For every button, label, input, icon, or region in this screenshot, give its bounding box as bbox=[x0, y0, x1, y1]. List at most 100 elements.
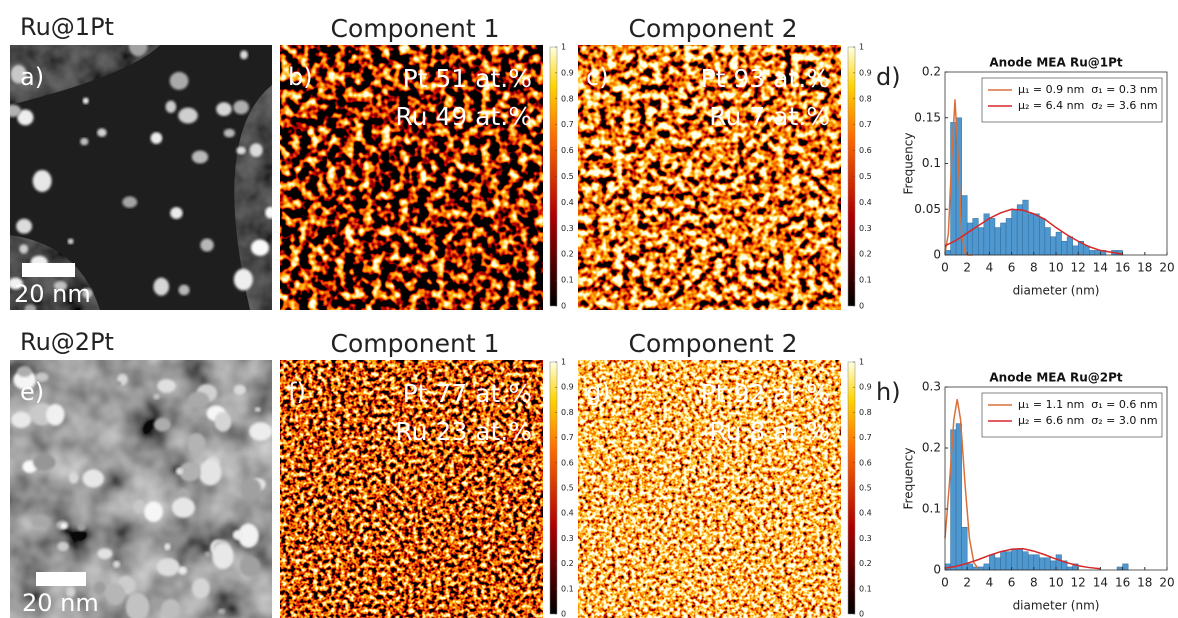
scale-bar bbox=[36, 572, 86, 586]
x-tick-label: 8 bbox=[1030, 261, 1038, 275]
panel-label: a) bbox=[20, 63, 44, 91]
histogram-bar bbox=[1022, 551, 1029, 571]
nanoparticle bbox=[254, 407, 261, 412]
colorbar-tick-label: 0.7 bbox=[561, 120, 574, 129]
nanoparticle bbox=[97, 548, 113, 560]
nanoparticle bbox=[68, 471, 79, 484]
histogram-bar bbox=[978, 227, 985, 256]
nanoparticle bbox=[198, 459, 222, 486]
x-tick-label: 18 bbox=[1137, 261, 1152, 275]
colorbar-tick-label: 0 bbox=[859, 610, 864, 618]
nanoparticle bbox=[113, 560, 121, 568]
histogram-bar bbox=[1000, 222, 1007, 256]
histogram-bar bbox=[989, 218, 996, 256]
nanoparticle bbox=[144, 501, 163, 523]
composition-text: Pt 51 at.% bbox=[403, 64, 532, 93]
nanoparticle bbox=[214, 411, 232, 432]
x-tick-label: 4 bbox=[986, 261, 994, 275]
colorbar-tick-label: 0.9 bbox=[561, 68, 574, 77]
nanoparticle bbox=[10, 64, 27, 84]
colorbar-tick-label: 1 bbox=[561, 358, 566, 367]
x-tick-label: 14 bbox=[1093, 576, 1108, 590]
nanoparticle bbox=[161, 598, 181, 618]
colorbar-tick-label: 0.4 bbox=[561, 198, 574, 207]
nanoparticle bbox=[82, 469, 105, 488]
colorbar-tick-label: 0.6 bbox=[859, 146, 872, 155]
colorbar-tick-label: 0.5 bbox=[561, 484, 574, 493]
nanoparticle bbox=[82, 97, 89, 104]
colorbar-tick-label: 0.5 bbox=[561, 172, 574, 181]
nanoparticle bbox=[19, 244, 29, 254]
nanoparticle bbox=[115, 381, 122, 387]
nanoparticle bbox=[239, 556, 261, 577]
histogram-bar bbox=[1033, 213, 1040, 256]
colorbar-tick-label: 0.9 bbox=[859, 68, 872, 77]
colorbar-tick-label: 0.5 bbox=[859, 172, 872, 181]
x-tick-label: 16 bbox=[1115, 261, 1130, 275]
histogram-bar bbox=[1033, 554, 1040, 571]
x-tick-label: 18 bbox=[1137, 576, 1152, 590]
colorbar-tick-label: 0.2 bbox=[561, 250, 574, 259]
panel-label: c) bbox=[586, 63, 609, 91]
colorbar-tick-label: 0.2 bbox=[859, 250, 872, 259]
y-axis-label: Frequency bbox=[902, 448, 916, 510]
histogram-bar bbox=[983, 563, 990, 571]
fit-curve bbox=[944, 399, 979, 570]
colorbar-tick-label: 1 bbox=[561, 43, 566, 52]
histogram-bar bbox=[1055, 554, 1062, 571]
histogram-bar bbox=[1066, 566, 1073, 571]
histogram-bar bbox=[1028, 554, 1035, 571]
x-axis-label: diameter (nm) bbox=[1013, 599, 1100, 613]
histogram-bar bbox=[1122, 563, 1129, 571]
nanoparticle bbox=[128, 45, 148, 57]
colorbar-tick-label: 0.3 bbox=[859, 534, 872, 543]
row-label: Ru@2Pt bbox=[20, 328, 114, 356]
nanoparticle bbox=[17, 109, 34, 126]
nanoparticle bbox=[150, 132, 163, 145]
x-tick-label: 6 bbox=[1008, 261, 1016, 275]
nanoparticle bbox=[132, 499, 147, 514]
composition-map bbox=[578, 360, 841, 618]
histogram-bar bbox=[1072, 245, 1079, 256]
nanoparticle bbox=[46, 403, 65, 426]
y-tick-label: 0.1 bbox=[922, 502, 941, 516]
nanoparticle bbox=[24, 304, 37, 310]
x-tick-label: 20 bbox=[1159, 261, 1174, 275]
colorbar-tick-label: 0.1 bbox=[859, 584, 872, 593]
nanoparticle bbox=[97, 128, 107, 137]
x-axis-label: diameter (nm) bbox=[1013, 284, 1100, 298]
y-tick-label: 0.3 bbox=[922, 380, 941, 394]
nanoparticle bbox=[125, 592, 150, 618]
panel-label: g) bbox=[586, 378, 611, 406]
nanoparticle bbox=[218, 608, 226, 615]
nanoparticle bbox=[175, 467, 184, 475]
colorbar-tick-label: 1 bbox=[859, 358, 864, 367]
colorbar-tick-label: 0.8 bbox=[561, 94, 574, 103]
x-tick-label: 12 bbox=[1071, 576, 1086, 590]
nanoparticle bbox=[178, 284, 190, 296]
panel-label: e) bbox=[20, 378, 44, 406]
y-tick-label: 0.2 bbox=[922, 441, 941, 455]
panel-label: f) bbox=[288, 378, 306, 406]
colorbar-tick-label: 0.9 bbox=[859, 383, 872, 392]
nanoparticle bbox=[57, 541, 69, 552]
nanoparticle bbox=[93, 581, 107, 595]
histogram-bar bbox=[966, 563, 974, 571]
nanoparticle bbox=[233, 100, 249, 115]
histogram-bar bbox=[1016, 204, 1023, 256]
nanoparticle bbox=[156, 557, 180, 577]
nanoparticle bbox=[122, 196, 138, 208]
histogram-bar bbox=[1011, 548, 1018, 571]
nanoparticle bbox=[200, 238, 214, 252]
composition-map bbox=[280, 360, 543, 618]
x-tick-label: 10 bbox=[1048, 576, 1063, 590]
histogram-bar bbox=[1022, 199, 1029, 256]
nanoparticle bbox=[236, 146, 246, 155]
colorbar-tick-label: 0.7 bbox=[859, 433, 872, 442]
y-tick-label: 0.15 bbox=[914, 110, 941, 124]
histogram-bar bbox=[1050, 236, 1057, 256]
row-label: Ru@1Pt bbox=[20, 13, 114, 41]
colorbar-tick-label: 0.2 bbox=[859, 559, 872, 568]
histogram-bar bbox=[1044, 227, 1051, 256]
colorbar-tick-label: 0.1 bbox=[561, 584, 574, 593]
